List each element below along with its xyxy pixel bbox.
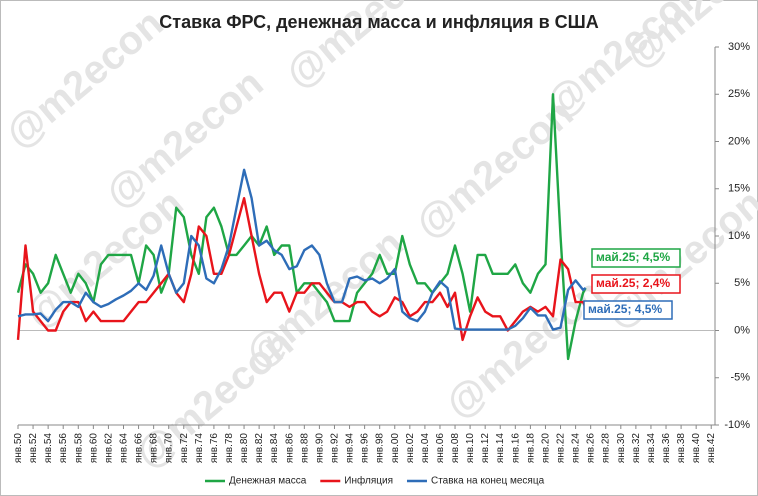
legend-label: Ставка на конец месяца <box>431 476 545 487</box>
x-tick-label: янв.10 <box>465 433 476 464</box>
y-tick-label: -10% <box>724 419 750 431</box>
end-label-box <box>591 248 681 268</box>
x-tick-label: янв.24 <box>571 433 582 464</box>
x-tick-label: янв.12 <box>480 433 491 464</box>
x-tick-label: янв.64 <box>118 433 129 464</box>
y-tick-label: 0% <box>734 324 750 336</box>
x-tick-label: янв.88 <box>299 433 310 464</box>
x-tick-label: янв.66 <box>134 433 145 464</box>
x-tick-label: янв.98 <box>375 433 386 464</box>
legend-label: Денежная масса <box>229 476 307 487</box>
x-tick-label: янв.22 <box>556 433 567 464</box>
x-tick-label: янв.62 <box>103 433 114 464</box>
x-tick-label: янв.52 <box>28 433 39 464</box>
end-label: май.25; 4,5% <box>596 250 670 264</box>
x-tick-label: янв.92 <box>329 433 340 464</box>
legend-label: Инфляция <box>344 475 393 487</box>
y-tick-label: 5% <box>734 277 750 289</box>
y-tick-label: -5% <box>730 372 750 384</box>
chart-title: Ставка ФРС, денежная масса и инфляция в … <box>159 12 598 32</box>
x-tick-label: янв.02 <box>405 433 416 464</box>
x-tick-label: янв.58 <box>73 433 84 464</box>
end-label: май.25; 2,4% <box>596 276 670 290</box>
series-line <box>16 93 587 361</box>
x-tick-label: янв.60 <box>88 433 99 464</box>
y-tick-label: 30% <box>728 41 750 53</box>
x-tick-label: янв.74 <box>194 433 205 464</box>
x-tick-label: янв.96 <box>360 433 371 464</box>
x-tick-label: янв.08 <box>450 433 461 464</box>
x-tick-label: янв.38 <box>676 433 687 464</box>
y-tick-label: 15% <box>728 183 750 195</box>
x-tick-label: янв.26 <box>586 433 597 464</box>
series-line <box>16 197 587 342</box>
x-tick-label: янв.94 <box>345 433 356 464</box>
x-tick-label: янв.76 <box>209 433 220 464</box>
x-tick-label: янв.68 <box>149 433 160 464</box>
end-label-box <box>591 274 681 294</box>
x-tick-label: янв.00 <box>390 433 401 464</box>
end-label-box <box>583 300 673 320</box>
y-tick-label: 10% <box>728 230 750 242</box>
x-tick-label: янв.90 <box>314 433 325 464</box>
x-tick-label: янв.32 <box>631 433 642 464</box>
y-tick-label: 20% <box>728 135 750 147</box>
x-tick-label: янв.36 <box>661 433 672 464</box>
x-tick-label: янв.18 <box>525 433 536 464</box>
x-tick-label: янв.84 <box>269 433 280 464</box>
y-tick-label: 25% <box>728 88 750 100</box>
x-tick-label: янв.54 <box>43 433 54 464</box>
x-tick-label: янв.34 <box>646 433 657 464</box>
x-tick-label: янв.56 <box>58 433 69 464</box>
end-label: май.25; 4,5% <box>588 302 662 316</box>
series-line <box>17 168 587 331</box>
x-tick-label: янв.50 <box>13 433 24 464</box>
x-tick-label: янв.72 <box>179 433 190 464</box>
x-tick-label: янв.86 <box>284 433 295 464</box>
x-tick-label: янв.20 <box>540 433 551 464</box>
x-tick-label: янв.28 <box>601 433 612 464</box>
x-tick-label: янв.80 <box>239 433 250 464</box>
x-tick-label: янв.70 <box>164 433 175 464</box>
x-tick-label: янв.14 <box>495 433 506 464</box>
x-tick-label: янв.06 <box>435 433 446 464</box>
x-tick-label: янв.82 <box>254 433 265 464</box>
x-tick-label: янв.04 <box>420 433 431 464</box>
x-tick-label: янв.78 <box>224 433 235 464</box>
x-tick-label: янв.16 <box>510 433 521 464</box>
x-tick-label: янв.42 <box>706 433 717 464</box>
x-tick-label: янв.30 <box>616 433 627 464</box>
x-tick-label: янв.40 <box>691 433 702 464</box>
